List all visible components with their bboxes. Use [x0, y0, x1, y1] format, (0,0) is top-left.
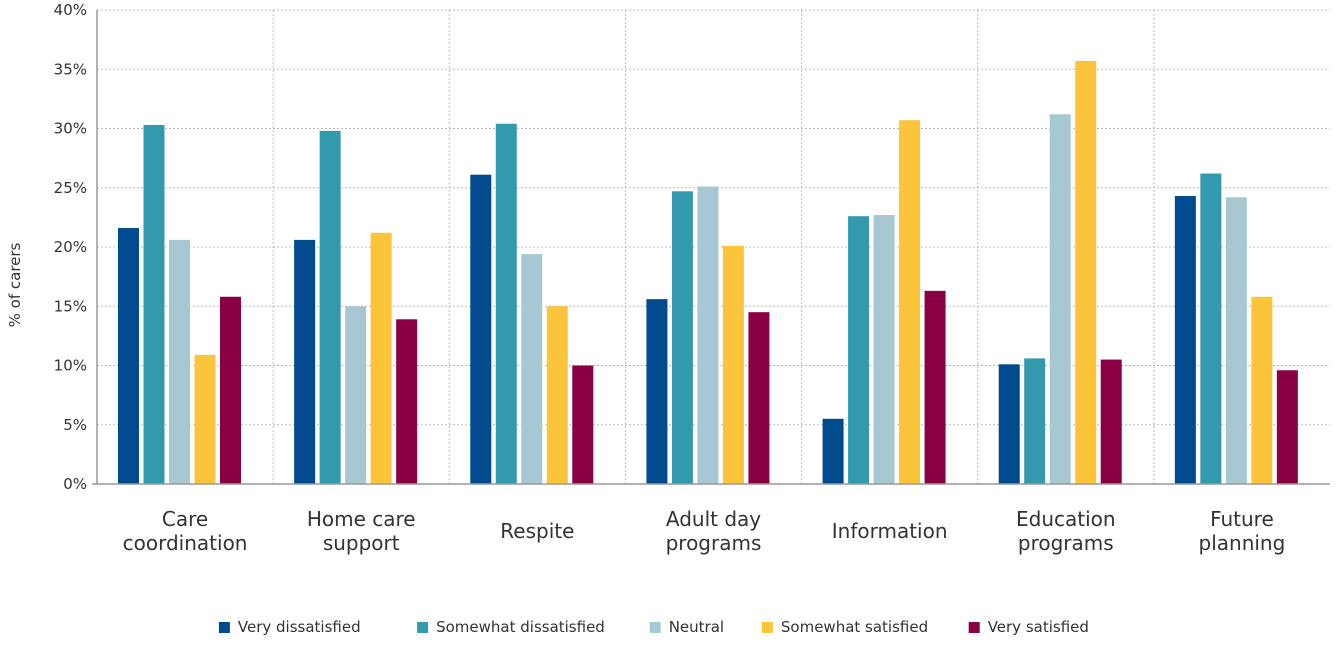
x-tick-label: support: [323, 531, 400, 555]
y-tick-label: 40%: [54, 1, 87, 19]
y-tick-label: 5%: [63, 416, 87, 434]
x-tick-label: planning: [1199, 531, 1286, 555]
y-tick-label: 35%: [54, 60, 87, 78]
labels-layer: 0% 5% 10% 15% 20% 25% 30% 35% 40% Carecoordinatio…: [54, 1, 1286, 555]
bar: [722, 245, 744, 484]
legend-swatch: [218, 622, 230, 633]
x-tick-label: Adult day: [666, 507, 761, 531]
bar: [697, 186, 719, 484]
legend-label: Neutral: [669, 618, 724, 636]
bar: [671, 191, 693, 484]
x-tick-label: Care: [162, 507, 208, 531]
y-tick-label: 0%: [63, 475, 87, 493]
bar: [748, 312, 770, 484]
bar: [572, 365, 594, 484]
bar: [319, 130, 341, 484]
legend-label: Very dissatisfied: [238, 618, 361, 636]
x-tick-label: programs: [1018, 531, 1114, 555]
bar: [848, 216, 870, 484]
bar: [546, 306, 568, 484]
bar: [1276, 370, 1298, 484]
bar: [1225, 197, 1247, 485]
bar: [194, 354, 216, 484]
y-tick-label: 10%: [54, 357, 87, 375]
bar: [495, 123, 517, 484]
legend-swatch: [649, 622, 661, 633]
y-tick-label: 25%: [54, 179, 87, 197]
bar: [118, 228, 139, 484]
bar: [1049, 114, 1071, 484]
bars-layer: [118, 60, 1298, 485]
bar: [646, 299, 668, 484]
x-tick-label: coordination: [123, 531, 248, 555]
bar: [143, 124, 165, 484]
bar: [370, 232, 392, 484]
y-tick-label: 30%: [54, 120, 87, 138]
legend-swatch: [761, 622, 773, 633]
y-tick-label: 15%: [54, 297, 87, 315]
y-tick-label: 20%: [54, 238, 87, 256]
legend-label: Very satisfied: [988, 618, 1089, 636]
x-tick-label: Information: [832, 519, 948, 543]
y-axis-title: % of carers: [6, 242, 24, 327]
bar: [345, 306, 367, 484]
bar: [1200, 173, 1222, 484]
bar: [1174, 196, 1196, 485]
legend: Very dissatisfied Somewhat dissatisfied Ne…: [218, 618, 1089, 636]
bar: [899, 120, 921, 484]
bar: [169, 239, 190, 484]
bar: [294, 239, 316, 484]
x-tick-label: Future: [1210, 507, 1274, 531]
bar: [1251, 296, 1273, 484]
legend-swatch: [417, 622, 429, 633]
bar: [1100, 359, 1122, 484]
bar: [1075, 60, 1097, 485]
legend-label: Somewhat dissatisfied: [436, 618, 605, 636]
bar: [470, 174, 492, 484]
axis-layer: [92, 10, 1330, 485]
x-tick-label: Education: [1016, 507, 1116, 531]
legend-swatch: [968, 622, 980, 633]
bar: [396, 319, 418, 484]
x-tick-label: Home care: [307, 507, 416, 531]
bar: [873, 215, 895, 484]
bar: [998, 364, 1020, 484]
x-tick-label: Respite: [500, 519, 574, 543]
bar: [220, 296, 241, 484]
bar: [822, 418, 844, 484]
x-tick-label: programs: [666, 531, 762, 555]
bar: [924, 290, 946, 484]
legend-label: Somewhat satisfied: [781, 618, 928, 636]
bar: [521, 254, 543, 484]
bar: [1024, 358, 1046, 484]
